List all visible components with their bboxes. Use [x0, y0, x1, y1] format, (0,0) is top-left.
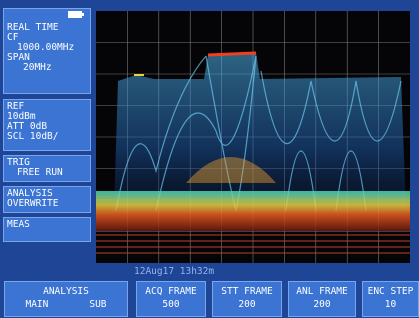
softkey-analysis[interactable]: ANALYSIS MAIN SUB: [4, 281, 128, 317]
softkey-options: MAIN SUB: [5, 298, 127, 311]
realtime-panel[interactable]: REAL TIME CF 1000.00MHz SPAN 20MHz: [3, 8, 91, 94]
softkey-value: 200: [289, 298, 355, 311]
analysis-panel[interactable]: ANALYSIS OVERWRITE: [3, 186, 91, 213]
softkey[interactable]: ANL FRAME 200: [288, 281, 356, 317]
timestamp: 12Aug17 13h32m: [134, 266, 214, 277]
option[interactable]: SUB: [89, 298, 106, 311]
softkey-label: STT FRAME: [213, 285, 281, 298]
value: OVERWRITE: [7, 199, 87, 209]
spectrum-display: [96, 11, 410, 263]
ref-panel[interactable]: REF 10dBm ATT 0dB SCL 10dB/: [3, 99, 91, 151]
label: MEAS: [7, 220, 87, 230]
meas-panel[interactable]: MEAS: [3, 217, 91, 242]
softkey-label: ANL FRAME: [289, 285, 355, 298]
softkey-value: 200: [213, 298, 281, 311]
option[interactable]: MAIN: [25, 298, 48, 311]
analyzer-screen: REAL TIME CF 1000.00MHz SPAN 20MHz REF 1…: [0, 0, 419, 318]
value: FREE RUN: [7, 168, 87, 178]
value: 20MHz: [7, 63, 87, 73]
battery-icon: [68, 11, 84, 18]
noise-floor: [96, 191, 410, 231]
value: SCL 10dB/: [7, 132, 87, 142]
softkey[interactable]: ACQ FRAME 500: [136, 281, 206, 317]
softkey-value: 10: [363, 298, 418, 311]
softkey-label: ENC STEP: [363, 285, 418, 298]
softkey-value: 500: [137, 298, 205, 311]
peak-top: [208, 53, 256, 55]
softkey[interactable]: ENC STEP 10: [362, 281, 419, 317]
softkey-label: ANALYSIS: [5, 285, 127, 298]
trig-panel[interactable]: TRIG FREE RUN: [3, 155, 91, 182]
softkey[interactable]: STT FRAME 200: [212, 281, 282, 317]
label: REAL TIME: [7, 23, 87, 33]
softkey-label: ACQ FRAME: [137, 285, 205, 298]
